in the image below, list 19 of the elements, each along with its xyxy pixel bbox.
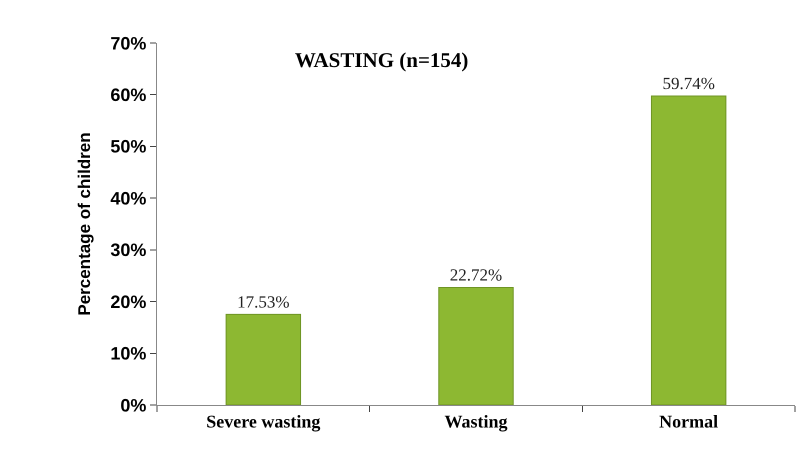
y-axis-title: Percentage of children (74, 132, 94, 316)
x-tick-label: Normal (659, 412, 718, 432)
y-tick-label: 10% (110, 344, 146, 364)
chart-title: WASTING (n=154) (294, 48, 468, 72)
data-label: 17.53% (237, 292, 290, 312)
y-tick-label: 30% (110, 240, 146, 260)
bar (650, 96, 726, 405)
y-tick-label: 0% (120, 395, 146, 416)
x-tick-label: Wasting (444, 412, 508, 432)
y-tick-label: 50% (110, 136, 146, 157)
y-tick-label: 20% (110, 292, 146, 312)
data-label: 22.72% (450, 266, 502, 285)
y-tick-label: 60% (110, 85, 146, 106)
x-tick-label: Severe wasting (206, 412, 320, 432)
y-tick-label: 70% (110, 33, 146, 54)
bar (226, 314, 302, 405)
y-tick-label: 40% (110, 188, 146, 208)
bar (438, 287, 514, 405)
data-label: 59.74% (662, 74, 715, 94)
